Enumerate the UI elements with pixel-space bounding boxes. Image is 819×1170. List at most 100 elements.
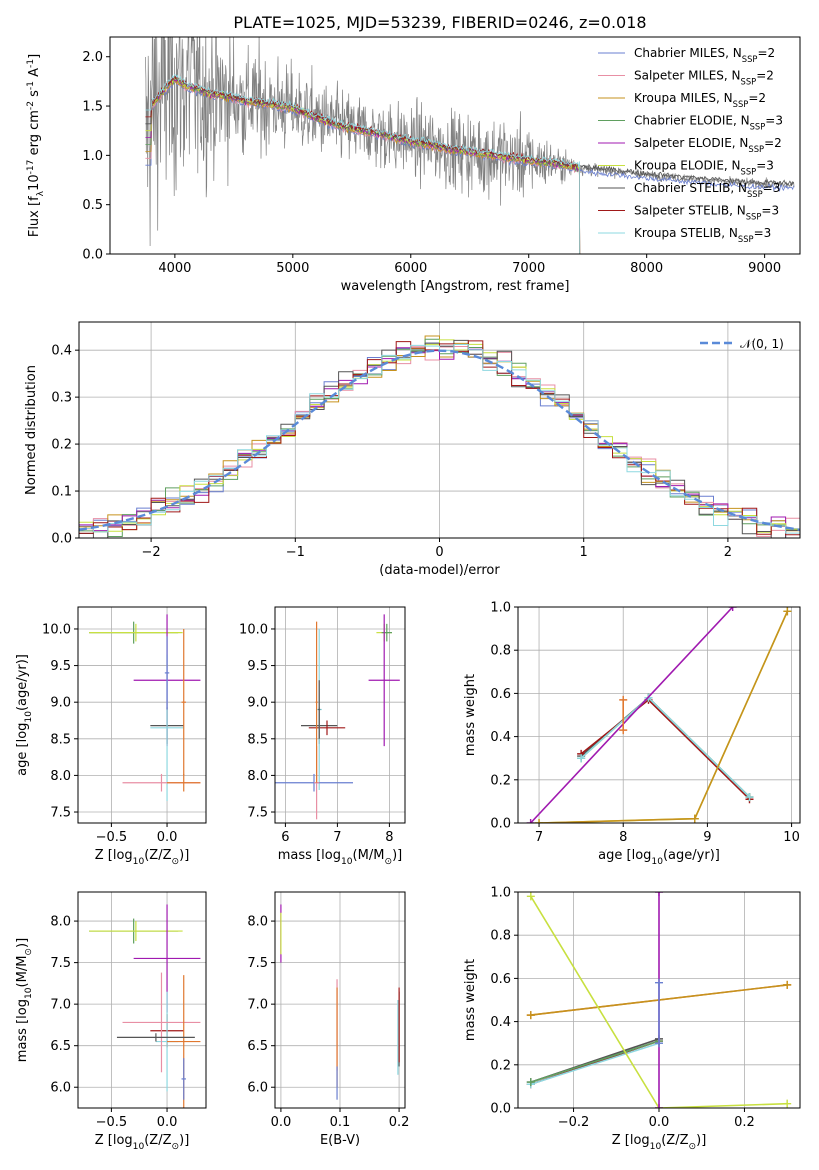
x-tick-label: 0.2 [734, 1115, 755, 1130]
errorbar-point [308, 720, 346, 736]
normal-curve [79, 349, 800, 531]
age_vs_mass-marks [275, 614, 400, 820]
y-tick-label: 0.8 [490, 929, 511, 944]
y-tick-label: 7.0 [247, 998, 268, 1013]
residuals-frame [78, 321, 801, 539]
y-tick-label: 9.0 [247, 696, 268, 711]
legend-entry: Kroupa ELODIE, NSSP=3 [634, 159, 774, 177]
weight-marker [655, 892, 663, 896]
spectrum-frame [109, 36, 801, 255]
weight-marker [526, 1078, 535, 1087]
weight-line-5 [538, 610, 789, 823]
x-tick-label: −0.5 [96, 830, 128, 845]
y-tick-label: 6.5 [247, 1039, 268, 1054]
y-tick-label: 8.5 [247, 732, 268, 747]
errorbar-point [122, 972, 201, 1073]
y-tick-label: 10.0 [42, 622, 71, 637]
weight-marker [535, 819, 544, 823]
age_vs_Z-frame [77, 606, 207, 824]
mass_vs_ebv-frame [274, 891, 406, 1109]
errorbar-point [368, 614, 400, 747]
y-tick-label: 7.5 [50, 806, 71, 821]
histogram-8 [79, 344, 800, 534]
errorbar-point [167, 773, 201, 792]
x-tick-label: 5000 [276, 261, 309, 276]
legend-entry: Chabrier MILES, NSSP=2 [634, 46, 775, 64]
y-tick-label: 2.0 [82, 50, 103, 65]
x-axis-label: Z [log10(Z/Z⊙)] [95, 848, 190, 867]
errorbar-point [116, 1033, 195, 1042]
spectrum-legend: Chabrier MILES, NSSP=2 Salpeter MILES, NS… [598, 46, 783, 244]
weight-line-3 [580, 696, 751, 798]
x-tick-label: 8 [385, 830, 393, 845]
legend-entry: Salpeter STELIB, NSSP=3 [634, 204, 779, 222]
y-tick-label: 7.0 [50, 998, 71, 1013]
y-tick-label: 0.6 [490, 687, 511, 702]
x-tick-label: 0.1 [330, 1115, 351, 1130]
y-tick-label: 0.2 [51, 438, 72, 453]
x-tick-label: 6 [281, 830, 289, 845]
legend-entry: Kroupa MILES, NSSP=2 [634, 91, 766, 109]
x-tick-label: −1 [286, 545, 305, 560]
y-tick-label: 0.8 [490, 644, 511, 659]
weight-marker [526, 819, 535, 823]
weight-marker [690, 814, 699, 823]
weight-line-6 [538, 610, 789, 823]
y-tick-label: 6.0 [50, 1081, 71, 1096]
x-axis-label: Z [log10(Z/Z⊙)] [612, 1133, 707, 1152]
weight-marker [655, 978, 663, 987]
y-tick-label: 6.5 [50, 1039, 71, 1054]
errorbar-point [164, 636, 170, 710]
x-axis-label: wavelength [Angstrom, rest frame] [341, 279, 570, 294]
y-tick-label: 0.0 [490, 817, 511, 832]
weight-line-4 [530, 1042, 660, 1085]
weight-marker [655, 1039, 663, 1048]
weight-marker [526, 1011, 535, 1020]
mass_vs_Z-panel: −0.5 0.0 6.0 6.5 7.0 7.5 8.0 Z [log10(Z/Z⊙)] mas… [15, 891, 207, 1152]
y-tick-label: 0.0 [490, 1102, 511, 1117]
spectrum-marks [145, 37, 795, 254]
errorbar-point [89, 623, 183, 642]
x-tick-label: 8 [619, 830, 627, 845]
y-tick-label: 1.0 [490, 601, 511, 616]
errorbar-point [381, 623, 392, 642]
weight_vs_age-marks [526, 607, 792, 823]
y-tick-label: 0.2 [490, 1058, 511, 1073]
legend-entry: Salpeter ELODIE, NSSP=2 [634, 136, 782, 154]
weight-marker [728, 607, 737, 611]
y-tick-label: 8.0 [50, 769, 71, 784]
x-axis-label: (data-model)/error [379, 563, 500, 578]
weight-line-5 [530, 1040, 660, 1083]
y-tick-label: 0.4 [51, 344, 72, 359]
weight_vs_age-frame [517, 606, 801, 824]
x-tick-label: 9 [703, 830, 711, 845]
weight_vs_Z-frame [517, 891, 801, 1109]
legend-entry: 𝒩(0, 1) [740, 337, 784, 351]
x-axis-label: age [log10(age/yr)] [598, 848, 720, 867]
mass_vs_ebv-panel: 0.0 0.1 0.2 6.0 6.5 7.0 7.5 8.0 E(B-V) [247, 891, 409, 1148]
y-tick-label: 9.5 [247, 659, 268, 674]
y-tick-label: 8.0 [50, 915, 71, 930]
weight-marker [526, 892, 535, 901]
x-axis-label: mass [log10(M/M⊙)] [278, 848, 402, 867]
y-tick-label: 1.0 [490, 886, 511, 901]
errorbar-point [181, 628, 186, 776]
y-axis-label: mass weight [463, 959, 478, 1041]
legend-entry: Chabrier ELODIE, NSSP=3 [634, 114, 783, 132]
age_vs_Z-marks [89, 614, 201, 802]
y-tick-label: 6.0 [247, 1081, 268, 1096]
y-axis-label: age [log10(age/yr)] [15, 654, 34, 776]
y-tick-label: 10.0 [239, 622, 268, 637]
residuals-marks [79, 335, 800, 538]
y-tick-label: 8.0 [247, 915, 268, 930]
weight_vs_Z-panel: −0.2 0.0 0.2 0.0 0.2 0.4 0.6 0.8 1.0 Z [log10(Z/Z… [463, 886, 801, 1152]
weight-marker [783, 980, 792, 989]
x-tick-label: 1 [580, 545, 588, 560]
mass_vs_Z-marks [89, 904, 201, 1108]
weight-marker [619, 726, 628, 735]
y-tick-label: 8.5 [50, 732, 71, 747]
x-tick-label: 4000 [158, 261, 191, 276]
x-tick-label: 0.0 [271, 1115, 292, 1130]
x-tick-label: 8000 [630, 261, 663, 276]
